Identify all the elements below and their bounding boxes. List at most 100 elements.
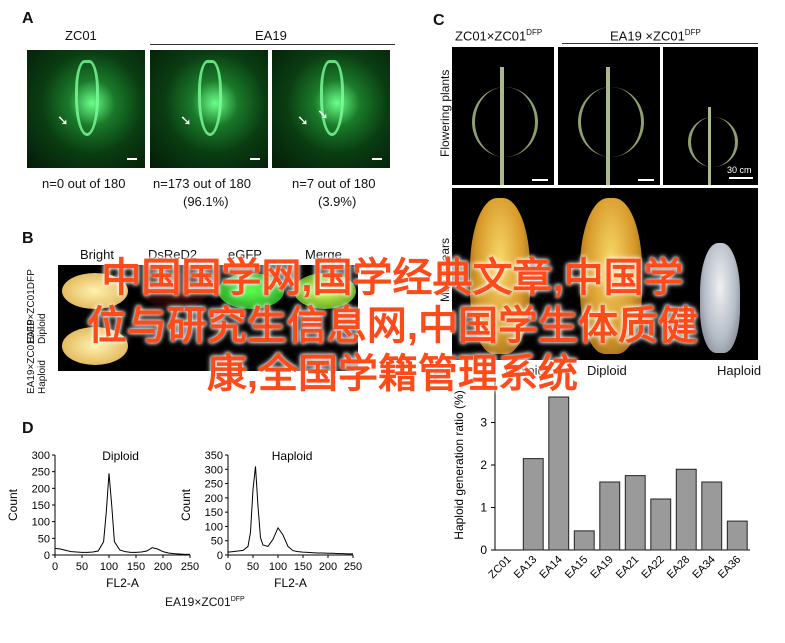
hist0-xtick-label: 50 bbox=[76, 561, 88, 573]
bar-xtick-label: EA14 bbox=[537, 554, 565, 582]
panel-b-col-egfp: eGFP bbox=[228, 247, 262, 262]
hist0-ytick-label: 300 bbox=[32, 450, 50, 462]
hist0-title: Diploid bbox=[102, 449, 139, 463]
bar-xtick-label: EA19 bbox=[588, 554, 616, 582]
panel-c-bottom-mid: Diploid bbox=[587, 363, 627, 378]
hist0-ytick-label: 250 bbox=[32, 467, 50, 479]
hist0-ytick-label: 50 bbox=[38, 533, 50, 545]
panel-b-col-bright: Bright bbox=[80, 247, 114, 262]
bar-xtick-label: EA15 bbox=[563, 554, 591, 582]
bar-EA36 bbox=[726, 520, 748, 551]
panel-c-label: C bbox=[433, 12, 445, 29]
panel-b-col-dsred: DsReD2 bbox=[148, 247, 198, 262]
hist1-xtick-label: 50 bbox=[247, 561, 259, 573]
hist1-series-line bbox=[227, 466, 353, 555]
bar-xtick-label: EA36 bbox=[716, 554, 744, 582]
panel-a-col2: EA19 bbox=[255, 28, 287, 43]
panel-d-label: D bbox=[22, 420, 34, 437]
hist0-xtick-label: 100 bbox=[100, 561, 118, 573]
panel-e-bar-chart: 01234ZC01EA13EA14EA15EA19EA21EA22EA28EA3… bbox=[452, 373, 750, 582]
panel-d-bottom: EA19×ZC01DFP bbox=[165, 595, 245, 609]
bar-ytick-label: 1 bbox=[480, 501, 487, 515]
bar-EA14 bbox=[548, 396, 570, 551]
hist1-xtick-label: 200 bbox=[319, 561, 337, 573]
seed-bright-haploid bbox=[62, 327, 128, 365]
panel-a-count-2: n=173 out of 180 bbox=[153, 176, 251, 191]
bar-EA34 bbox=[701, 481, 723, 551]
bar-xtick-label: EA21 bbox=[614, 554, 642, 582]
panel-e-label: E bbox=[433, 370, 444, 387]
micrograph-ea19-2: ➘ ➘ bbox=[272, 50, 390, 168]
bar-EA22 bbox=[650, 498, 672, 551]
panel-c-row1-label: Flowering plants bbox=[438, 69, 452, 157]
panel-c-col1: ZC01×ZC01DFP bbox=[455, 28, 543, 44]
hist0-xtick-label: 200 bbox=[154, 561, 172, 573]
panel-a-label: A bbox=[22, 10, 34, 27]
plant-photo-zc01 bbox=[452, 47, 554, 185]
hist0-ytick-label: 150 bbox=[32, 500, 50, 512]
ear-zc01 bbox=[470, 198, 530, 354]
hist0-ytick-label: 100 bbox=[32, 517, 50, 529]
overlay-text-line1: 中国国学网,国学经典文章,中国学 bbox=[101, 256, 684, 300]
hist1-ytick-label: 300 bbox=[205, 464, 223, 476]
hist1-xtick-label: 150 bbox=[294, 561, 312, 573]
ear-ea19-haploid bbox=[700, 243, 740, 353]
hist1-ylabel: Count bbox=[179, 488, 193, 521]
panel-a-count-3: n=7 out of 180 bbox=[292, 176, 376, 191]
panel-a-pct-3: (3.9%) bbox=[318, 194, 357, 209]
panel-b-label: B bbox=[22, 230, 34, 247]
bar-EA15 bbox=[573, 530, 595, 551]
hist1-ytick-label: 50 bbox=[211, 536, 223, 548]
bar-EA13 bbox=[522, 458, 544, 551]
bar-xtick-label: EA13 bbox=[512, 554, 540, 582]
seed-dsred-diploid bbox=[142, 273, 208, 309]
overlay-text-line2: 位与研究生信息网,中国学生体质健 bbox=[86, 304, 699, 348]
micrograph-ea19-1: ➘ bbox=[150, 50, 268, 168]
panel-c-col2: EA19 ×ZC01DFP bbox=[610, 28, 701, 44]
hist1-ytick-label: 100 bbox=[205, 521, 223, 533]
bar-xtick-label: ZC01 bbox=[486, 554, 514, 582]
panel-b-col-merge: Merge bbox=[305, 247, 342, 262]
hist1-ytick-label: 0 bbox=[217, 550, 223, 562]
panel-a-count-1: n=0 out of 180 bbox=[42, 176, 126, 191]
micrograph-zc01: ➘ bbox=[27, 50, 145, 168]
seed-egfp-diploid bbox=[218, 273, 284, 309]
ears-photo bbox=[452, 188, 758, 360]
bar-xtick-label: EA34 bbox=[690, 554, 718, 582]
panel-a-pct-2: (96.1%) bbox=[183, 194, 229, 209]
hist1-ytick-label: 200 bbox=[205, 493, 223, 505]
hist0-series-line bbox=[54, 473, 190, 555]
plant-photo-ea19-diploid bbox=[558, 47, 660, 185]
seed-bright-diploid bbox=[62, 273, 128, 309]
hist1-ytick-label: 250 bbox=[205, 479, 223, 491]
bar-ylabel: Haploid generation ratio (%) bbox=[452, 390, 466, 539]
plant-photo-ea19-haploid: 30 cm bbox=[663, 47, 758, 185]
hist0-ytick-label: 200 bbox=[32, 483, 50, 495]
hist1-ytick-label: 350 bbox=[205, 450, 223, 462]
hist0-xtick-label: 150 bbox=[127, 561, 145, 573]
hist1-xtick-label: 250 bbox=[344, 561, 362, 573]
seed-merge-diploid bbox=[294, 273, 356, 309]
panel-c-col2-line bbox=[562, 43, 758, 44]
hist0-xlabel: FL2-A bbox=[106, 576, 139, 590]
panel-a-col1: ZC01 bbox=[65, 28, 97, 43]
bar-xtick-label: EA28 bbox=[665, 554, 693, 582]
hist1-xlabel: FL2-A bbox=[274, 576, 307, 590]
bar-xtick-label: EA22 bbox=[639, 554, 667, 582]
ear-ea19-diploid bbox=[580, 198, 642, 354]
hist0-ytick-label: 0 bbox=[44, 550, 50, 562]
bar-ytick-label: 4 bbox=[480, 373, 487, 387]
panel-c-bottom-right: Haploid bbox=[717, 363, 762, 378]
overlay-text-line3: 康,全国学籍管理系统 bbox=[206, 352, 579, 396]
bar-ytick-label: 2 bbox=[480, 458, 487, 472]
hist1-title: Haploid bbox=[272, 449, 313, 463]
hist0-xtick-label: 250 bbox=[181, 561, 199, 573]
bar-ytick-label: 3 bbox=[480, 416, 487, 430]
hist1-xtick-label: 100 bbox=[269, 561, 287, 573]
bar-EA21 bbox=[624, 475, 646, 551]
hist1-xtick-label: 0 bbox=[225, 561, 231, 573]
hist0-xtick-label: 0 bbox=[52, 561, 58, 573]
scale-label: 30 cm bbox=[727, 165, 752, 175]
hist1-ytick-label: 150 bbox=[205, 507, 223, 519]
panel-d-histograms: 0 50 100 150 200 250 300 0 50 100 150 200 250 Diploid… bbox=[6, 449, 362, 590]
